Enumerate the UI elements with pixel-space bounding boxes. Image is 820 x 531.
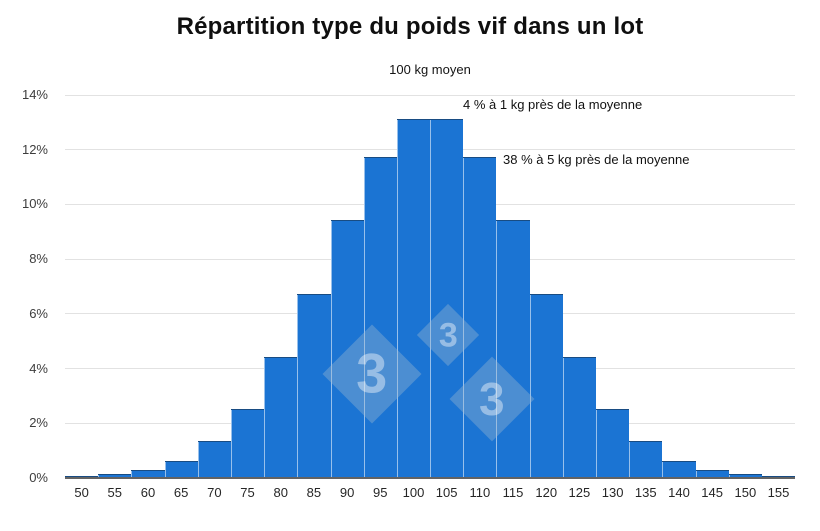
bar: [728, 474, 762, 478]
x-axis-label: 135: [634, 485, 657, 500]
bar-slot: [65, 95, 99, 478]
bar: [761, 475, 796, 478]
bar-slot: [363, 95, 397, 478]
y-axis-label: 8%: [29, 251, 48, 267]
bar: [65, 475, 99, 478]
bar-slot: [629, 95, 663, 478]
x-axis-label: 100: [402, 485, 425, 500]
y-axis-label: 6%: [29, 305, 48, 321]
x-axis-label: 115: [502, 485, 524, 500]
x-axis-label: 80: [273, 485, 288, 500]
bar-slot: [728, 95, 762, 478]
bar-slot: [596, 95, 630, 478]
x-axis-label: 110: [469, 485, 491, 500]
grid-line: [65, 94, 795, 96]
x-axis-label: 145: [701, 485, 723, 500]
bar: [230, 408, 265, 478]
bar: [396, 118, 431, 478]
bar: [164, 460, 198, 478]
chart-title: Répartition type du poids vif dans un lo…: [176, 13, 644, 40]
bar-slot: [297, 95, 331, 478]
bar-slot: [164, 95, 198, 478]
bar-slot: [230, 95, 265, 478]
bar: [496, 219, 530, 478]
bar: [98, 474, 132, 478]
bar-slot: [529, 95, 563, 478]
x-axis-label: 95: [373, 485, 388, 500]
bar: [363, 156, 397, 478]
bar-slot: [264, 95, 298, 478]
bar: [430, 118, 464, 478]
x-axis-label: 90: [339, 485, 355, 500]
x-axis-label: 70: [207, 485, 222, 500]
bar: [662, 460, 696, 478]
x-axis-label: 120: [535, 485, 558, 500]
x-axis-label: 65: [173, 485, 189, 500]
bar-slot: [98, 95, 132, 478]
bar: [629, 441, 663, 478]
bar: [131, 470, 165, 478]
x-axis-label: 150: [734, 485, 757, 500]
y-axis-label: 10%: [21, 196, 48, 212]
x-axis-label: 130: [601, 485, 624, 500]
bar: [330, 219, 364, 478]
bar: [596, 408, 630, 478]
bar-slot: [562, 95, 596, 478]
x-axis-label: 140: [668, 485, 690, 500]
bar: [264, 356, 298, 478]
bar-slot: [761, 95, 796, 478]
y-axis-label: 2%: [29, 415, 48, 431]
annotation-1kg: 4 % à 1 kg près de la moyenne: [463, 97, 643, 112]
bar-slot: [662, 95, 696, 478]
annotation-5kg: 38 % à 5 kg près de la moyenne: [503, 152, 690, 167]
y-axis-label: 0%: [29, 470, 48, 485]
y-axis-label: 4%: [29, 360, 48, 376]
chart-subtitle: 100 kg moyen: [389, 62, 471, 77]
bar-slot: [463, 95, 497, 478]
bar-slot: [330, 95, 364, 478]
x-axis-label: 125: [568, 485, 591, 500]
y-axis-label: 14%: [21, 87, 48, 102]
bars: [65, 95, 796, 478]
x-axis-line: [65, 477, 795, 479]
bar-slot: [197, 95, 231, 478]
x-axis-label: 60: [140, 485, 156, 500]
x-axis-label: 85: [306, 485, 322, 500]
bar: [562, 356, 596, 478]
x-axis-label: 75: [240, 485, 255, 500]
bar-slot: [496, 95, 530, 478]
x-axis-label: 105: [435, 485, 458, 500]
x-axis-label: 50: [74, 485, 89, 500]
bar: [529, 293, 563, 478]
bar-slot: [131, 95, 165, 478]
bar: [695, 470, 729, 478]
x-axis-labels: 50 55 60 65 70 75 80 85 90 95 100 105 110 115 120 125 13…: [65, 485, 795, 500]
bar-slot: [695, 95, 729, 478]
bar: [297, 293, 331, 478]
bar-slot: [430, 95, 464, 478]
x-axis-label: 55: [107, 485, 123, 500]
bar: [463, 156, 497, 478]
bar: [197, 441, 231, 478]
y-axis-label: 12%: [21, 141, 48, 157]
bar-slot: [396, 95, 431, 478]
x-axis-label: 155: [767, 485, 790, 500]
